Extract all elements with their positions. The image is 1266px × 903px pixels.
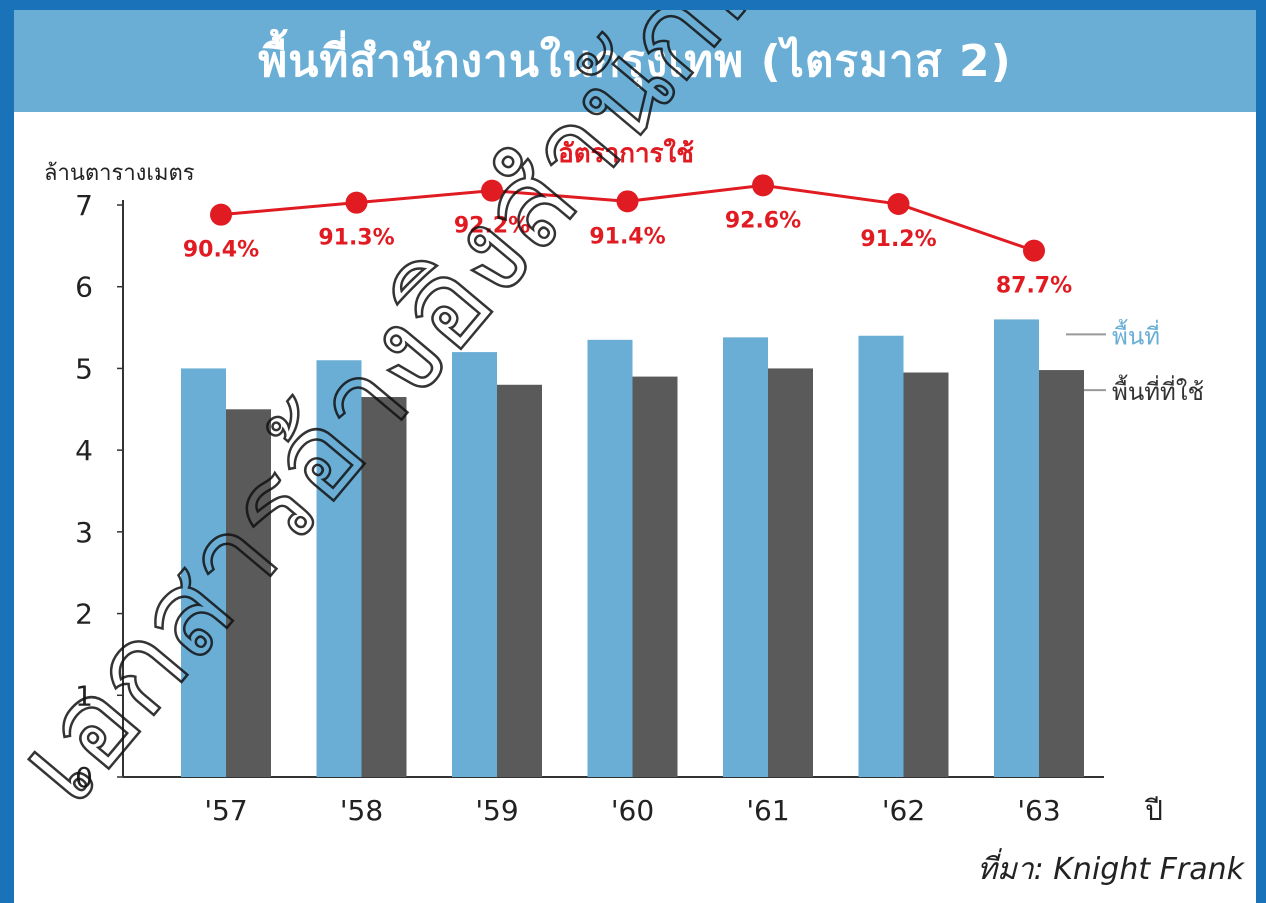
chart-frame: พื้นที่สำนักงานในกรุงเทพ (ไตรมาส 2) ล้าน… xyxy=(14,10,1256,903)
bar-occupied xyxy=(903,372,949,777)
rate-point xyxy=(210,203,232,226)
y-axis-label: ล้านตารางเมตร xyxy=(44,161,195,186)
bar-supply xyxy=(452,352,497,777)
y-tick-label: 2 xyxy=(75,598,93,631)
rate-data-label: 91.3% xyxy=(318,226,394,251)
y-tick-label: 0 xyxy=(75,761,93,794)
bar-occupied xyxy=(768,368,813,777)
y-tick-label: 7 xyxy=(75,189,93,222)
rate-point xyxy=(481,179,503,202)
x-tick-label: '62 xyxy=(882,794,925,827)
x-axis-label: ปี xyxy=(1144,794,1163,827)
rate-data-label: 91.4% xyxy=(589,224,665,249)
bar-supply xyxy=(994,319,1039,777)
y-tick-label: 4 xyxy=(75,434,93,467)
bar-occupied xyxy=(1039,370,1084,777)
chart-title: พื้นที่สำนักงานในกรุงเทพ (ไตรมาส 2) xyxy=(258,36,1012,87)
rate-point xyxy=(1023,239,1045,262)
rate-point xyxy=(345,191,368,214)
bar-occupied xyxy=(497,384,542,777)
bar-occupied xyxy=(361,397,407,777)
rate-point xyxy=(616,190,639,213)
x-tick-label: '61 xyxy=(746,794,789,827)
bar-supply xyxy=(858,335,904,777)
bar-occupied xyxy=(632,376,678,777)
bar-supply xyxy=(723,337,768,777)
bar-occupied xyxy=(226,409,271,777)
rate-data-label: 90.4% xyxy=(183,238,259,263)
y-tick-label: 3 xyxy=(75,516,93,549)
x-tick-label: '59 xyxy=(475,794,518,827)
source-note: ที่มา: Knight Frank xyxy=(977,852,1244,887)
bar-supply xyxy=(181,368,226,777)
x-tick-label: '60 xyxy=(611,794,654,827)
rate-data-label: 92.6% xyxy=(725,208,801,233)
rate-point xyxy=(887,193,910,215)
x-tick-label: '58 xyxy=(340,794,383,827)
rate-data-label: 92.2% xyxy=(454,214,530,239)
rate-data-label: 87.7% xyxy=(996,274,1072,299)
bar-line-chart: ล้านตารางเมตร 0 1 2 3 4 5 6 7 '57 '58 '59 '60 '61 '62 '… xyxy=(44,138,1204,827)
legend-supply: พื้นที่ xyxy=(1112,318,1160,350)
title-bar: พื้นที่สำนักงานในกรุงเทพ (ไตรมาส 2) xyxy=(14,10,1256,112)
y-tick-label: 1 xyxy=(75,679,93,712)
x-tick-label: '57 xyxy=(204,794,247,827)
y-tick-label: 6 xyxy=(75,271,93,304)
legend-occupied: พื้นที่ที่ใช้ xyxy=(1112,374,1204,406)
rate-data-label: 91.2% xyxy=(860,227,936,252)
bar-supply xyxy=(316,360,362,777)
x-tick-label: '63 xyxy=(1017,794,1060,827)
rate-point xyxy=(752,174,774,197)
rate-series-label: อัตราการใช้ xyxy=(558,138,694,169)
y-tick-label: 5 xyxy=(75,352,93,385)
bar-supply xyxy=(587,339,633,777)
